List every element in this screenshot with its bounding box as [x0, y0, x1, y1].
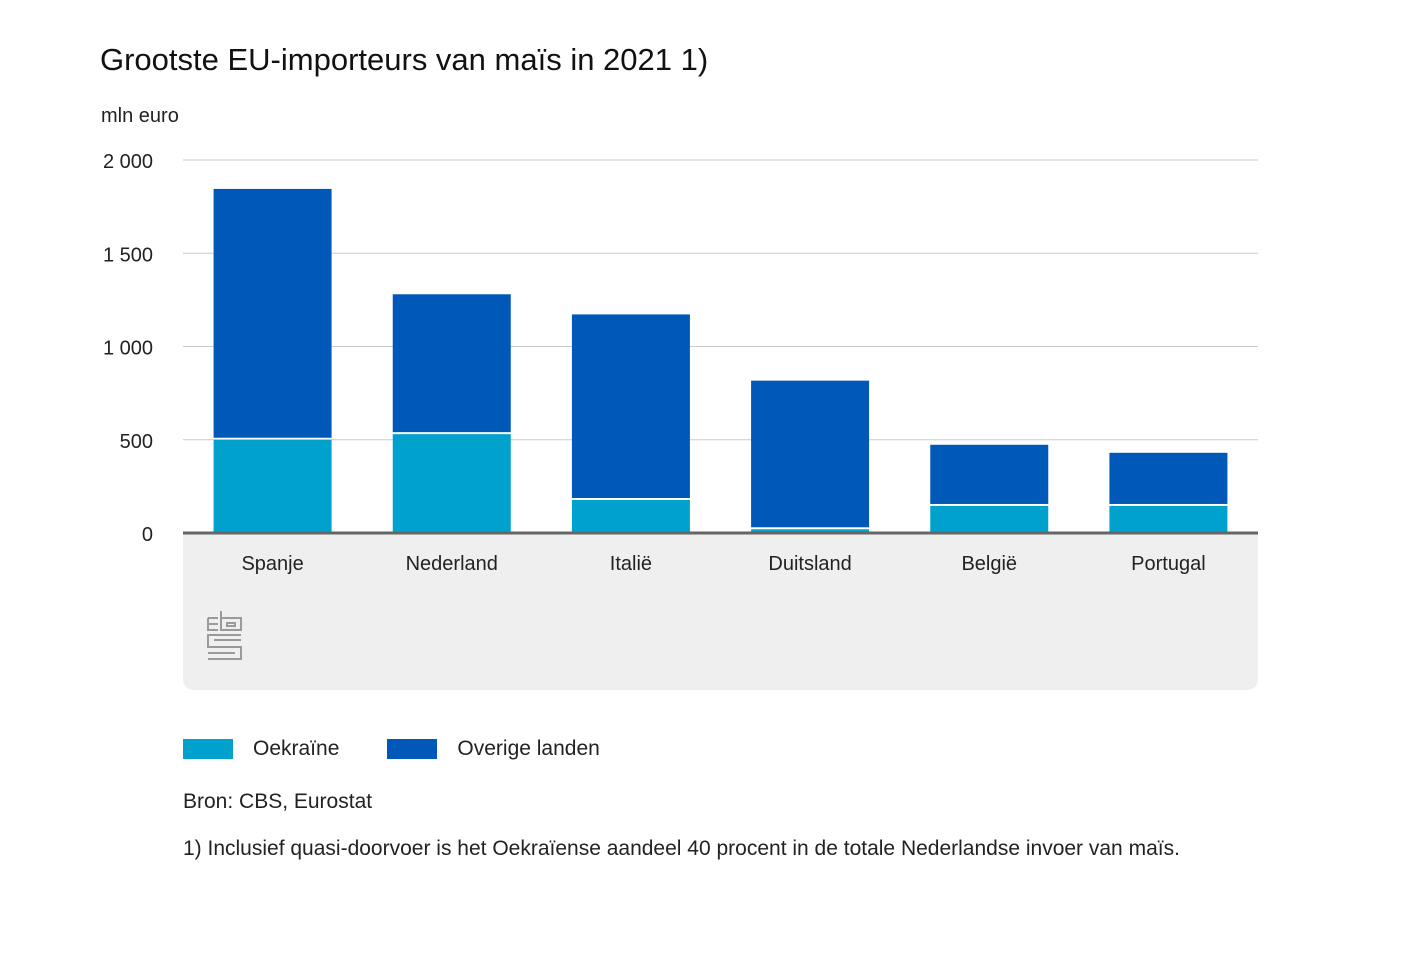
legend: Oekraïne Overige landen: [183, 737, 648, 761]
x-axis-panel: [183, 533, 1258, 690]
bar-overige-landen-belgi-: [930, 444, 1049, 504]
chart-canvas: 0 500 1 000 1 500 2 000 Spanje Nederland Itali…: [103, 151, 1258, 690]
footnote: 1) Inclusief quasi-doorvoer is het Oekra…: [183, 837, 1180, 860]
gridlines: [183, 159, 1258, 441]
y-axis-ticks: 0 500 1 000 1 500 2 000: [103, 151, 153, 546]
cbs-logo-icon: [207, 611, 242, 660]
x-tick-label: Italië: [610, 553, 652, 575]
x-tick-label: België: [961, 553, 1017, 575]
x-tick-label: Nederland: [406, 553, 498, 575]
legend-item-oekraine: Oekraïne: [183, 737, 339, 761]
bar-overige-landen-spanje: [213, 188, 332, 438]
legend-item-overige-landen: Overige landen: [387, 737, 600, 761]
bars: [213, 188, 1228, 533]
bar-oekra-ne-spanje: [213, 439, 332, 533]
x-axis-ticks: Spanje Nederland Italië Duitsland België Port…: [241, 553, 1205, 575]
y-tick-label: 2 000: [103, 151, 153, 173]
y-tick-label: 1 500: [103, 244, 153, 266]
bar-oekra-ne-nederland: [392, 434, 511, 533]
bar-oekra-ne-itali-: [571, 499, 690, 533]
legend-label: Oekraïne: [253, 737, 340, 760]
bar-overige-landen-portugal: [1109, 452, 1228, 504]
bar-oekra-ne-portugal: [1109, 505, 1228, 533]
chart-title: Grootste EU-importeurs van maïs in 2021 …: [100, 42, 709, 77]
source-note: Bron: CBS, Eurostat: [183, 790, 373, 813]
bar-overige-landen-itali-: [571, 314, 690, 498]
bar-overige-landen-nederland: [392, 294, 511, 433]
legend-swatch-oekraine: [183, 739, 233, 759]
y-tick-label: 500: [120, 431, 153, 453]
legend-swatch-overige-landen: [387, 739, 438, 759]
y-tick-label: 0: [142, 524, 153, 546]
x-tick-label: Portugal: [1131, 553, 1206, 575]
y-tick-label: 1 000: [103, 338, 153, 360]
x-tick-label: Duitsland: [768, 553, 851, 575]
legend-label: Overige landen: [457, 737, 600, 760]
bar-oekra-ne-belgi-: [930, 505, 1049, 533]
x-tick-label: Spanje: [241, 553, 303, 575]
y-axis-unit-label: mln euro: [101, 105, 179, 127]
bar-oekra-ne-duitsland: [751, 529, 870, 533]
bar-overige-landen-duitsland: [751, 380, 870, 528]
